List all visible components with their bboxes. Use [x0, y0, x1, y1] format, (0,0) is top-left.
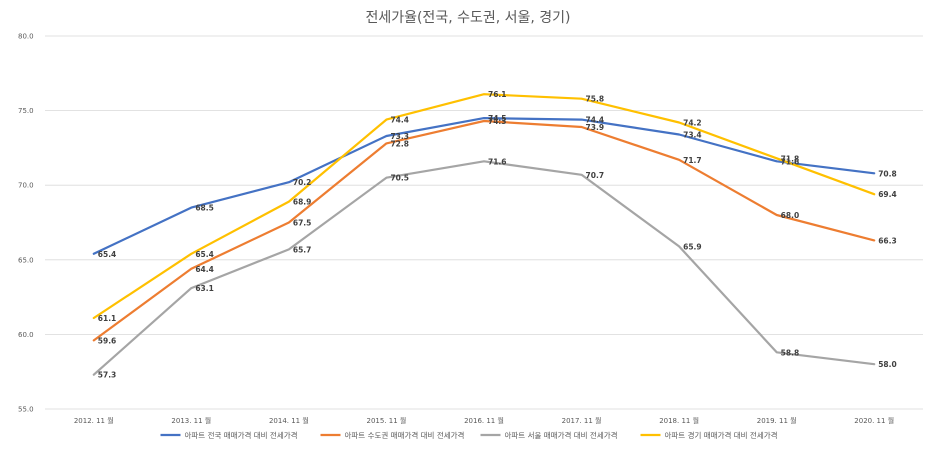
legend: 아파트 전국 매매가격 대비 전세가격 아파트 수도권 매매가격 대비 전세가격 아…: [160, 430, 778, 440]
data-label: 65.9: [683, 242, 702, 251]
legend-label: 아파트 전국 매매가격 대비 전세가격: [185, 430, 298, 440]
data-label: 75.8: [586, 95, 605, 104]
chart-title: 전세가율(전국, 수도권, 서울, 경기): [365, 10, 570, 26]
x-tick-label: 2018. 11 월: [659, 416, 699, 425]
data-label: 70.8: [878, 169, 897, 178]
y-tick-label: 75.0: [18, 107, 34, 115]
y-axis: 55.0 60.0 65.0 70.0 75.0 80.0: [18, 33, 34, 414]
data-label: 74.5: [488, 114, 507, 123]
data-label: 71.7: [683, 156, 702, 165]
x-tick-label: 2015. 11 월: [367, 416, 407, 425]
y-tick-label: 65.0: [18, 256, 34, 264]
data-label: 68.0: [781, 211, 800, 220]
data-label: 71.6: [781, 157, 800, 166]
data-label: 76.1: [488, 90, 507, 99]
data-label: 74.3: [488, 117, 507, 126]
data-label: 58.8: [781, 348, 800, 357]
data-label: 73.3: [390, 132, 409, 141]
data-label: 57.3: [98, 371, 117, 380]
data-label: 68.9: [293, 198, 312, 207]
data-label: 70.7: [586, 171, 605, 180]
data-label: 61.1: [98, 314, 117, 323]
data-label: 59.6: [98, 336, 117, 345]
x-tick-label: 2020. 11 월: [854, 416, 894, 425]
data-label: 72.8: [390, 139, 409, 148]
legend-label: 아파트 경기 매매가격 대비 전세가격: [665, 430, 778, 440]
data-label: 65.4: [98, 250, 117, 259]
data-label: 73.4: [683, 130, 702, 139]
data-label: 58.0: [878, 360, 897, 369]
data-label: 65.4: [195, 250, 214, 259]
y-tick-label: 70.0: [18, 182, 34, 190]
y-tick-label: 80.0: [18, 33, 34, 41]
data-label: 69.4: [878, 190, 897, 199]
x-tick-label: 2019. 11 월: [757, 416, 797, 425]
data-label: 74.4: [390, 116, 409, 125]
legend-label: 아파트 수도권 매매가격 대비 전세가격: [345, 430, 465, 440]
data-label: 70.5: [390, 174, 409, 183]
data-label: 71.6: [488, 157, 507, 166]
series-line-0: [92, 116, 876, 255]
data-label: 68.5: [195, 204, 214, 213]
x-axis: 2012. 11 월 2013. 11 월 2014. 11 월 2015. 11 월…: [74, 416, 894, 425]
data-label: 70.2: [293, 178, 312, 187]
series-line-1: [92, 119, 876, 342]
data-label: 65.7: [293, 245, 312, 254]
data-label: 63.1: [195, 284, 214, 293]
x-tick-label: 2016. 11 월: [464, 416, 504, 425]
series-lines: [92, 93, 876, 376]
y-tick-label: 55.0: [18, 406, 34, 414]
series-line-3: [92, 93, 876, 320]
y-tick-label: 60.0: [18, 331, 34, 339]
data-label: 67.5: [293, 219, 312, 228]
x-tick-label: 2012. 11 월: [74, 416, 114, 425]
x-tick-label: 2014. 11 월: [269, 416, 309, 425]
gridlines: [45, 35, 923, 410]
x-tick-label: 2013. 11 월: [171, 416, 211, 425]
data-labels: 65.4 68.5 70.2 73.3 74.5 74.4 73.4 71.6 70.8 59.6…: [98, 90, 897, 379]
data-label: 66.3: [878, 236, 897, 245]
legend-label: 아파트 서울 매매가격 대비 전세가격: [505, 430, 618, 440]
series-line-2: [92, 160, 876, 376]
data-label: 71.8: [781, 154, 800, 163]
data-label: 64.4: [195, 265, 214, 274]
x-tick-label: 2017. 11 월: [562, 416, 602, 425]
data-label: 74.2: [683, 119, 702, 128]
data-label: 73.9: [586, 123, 605, 132]
data-label: 74.4: [586, 116, 605, 125]
